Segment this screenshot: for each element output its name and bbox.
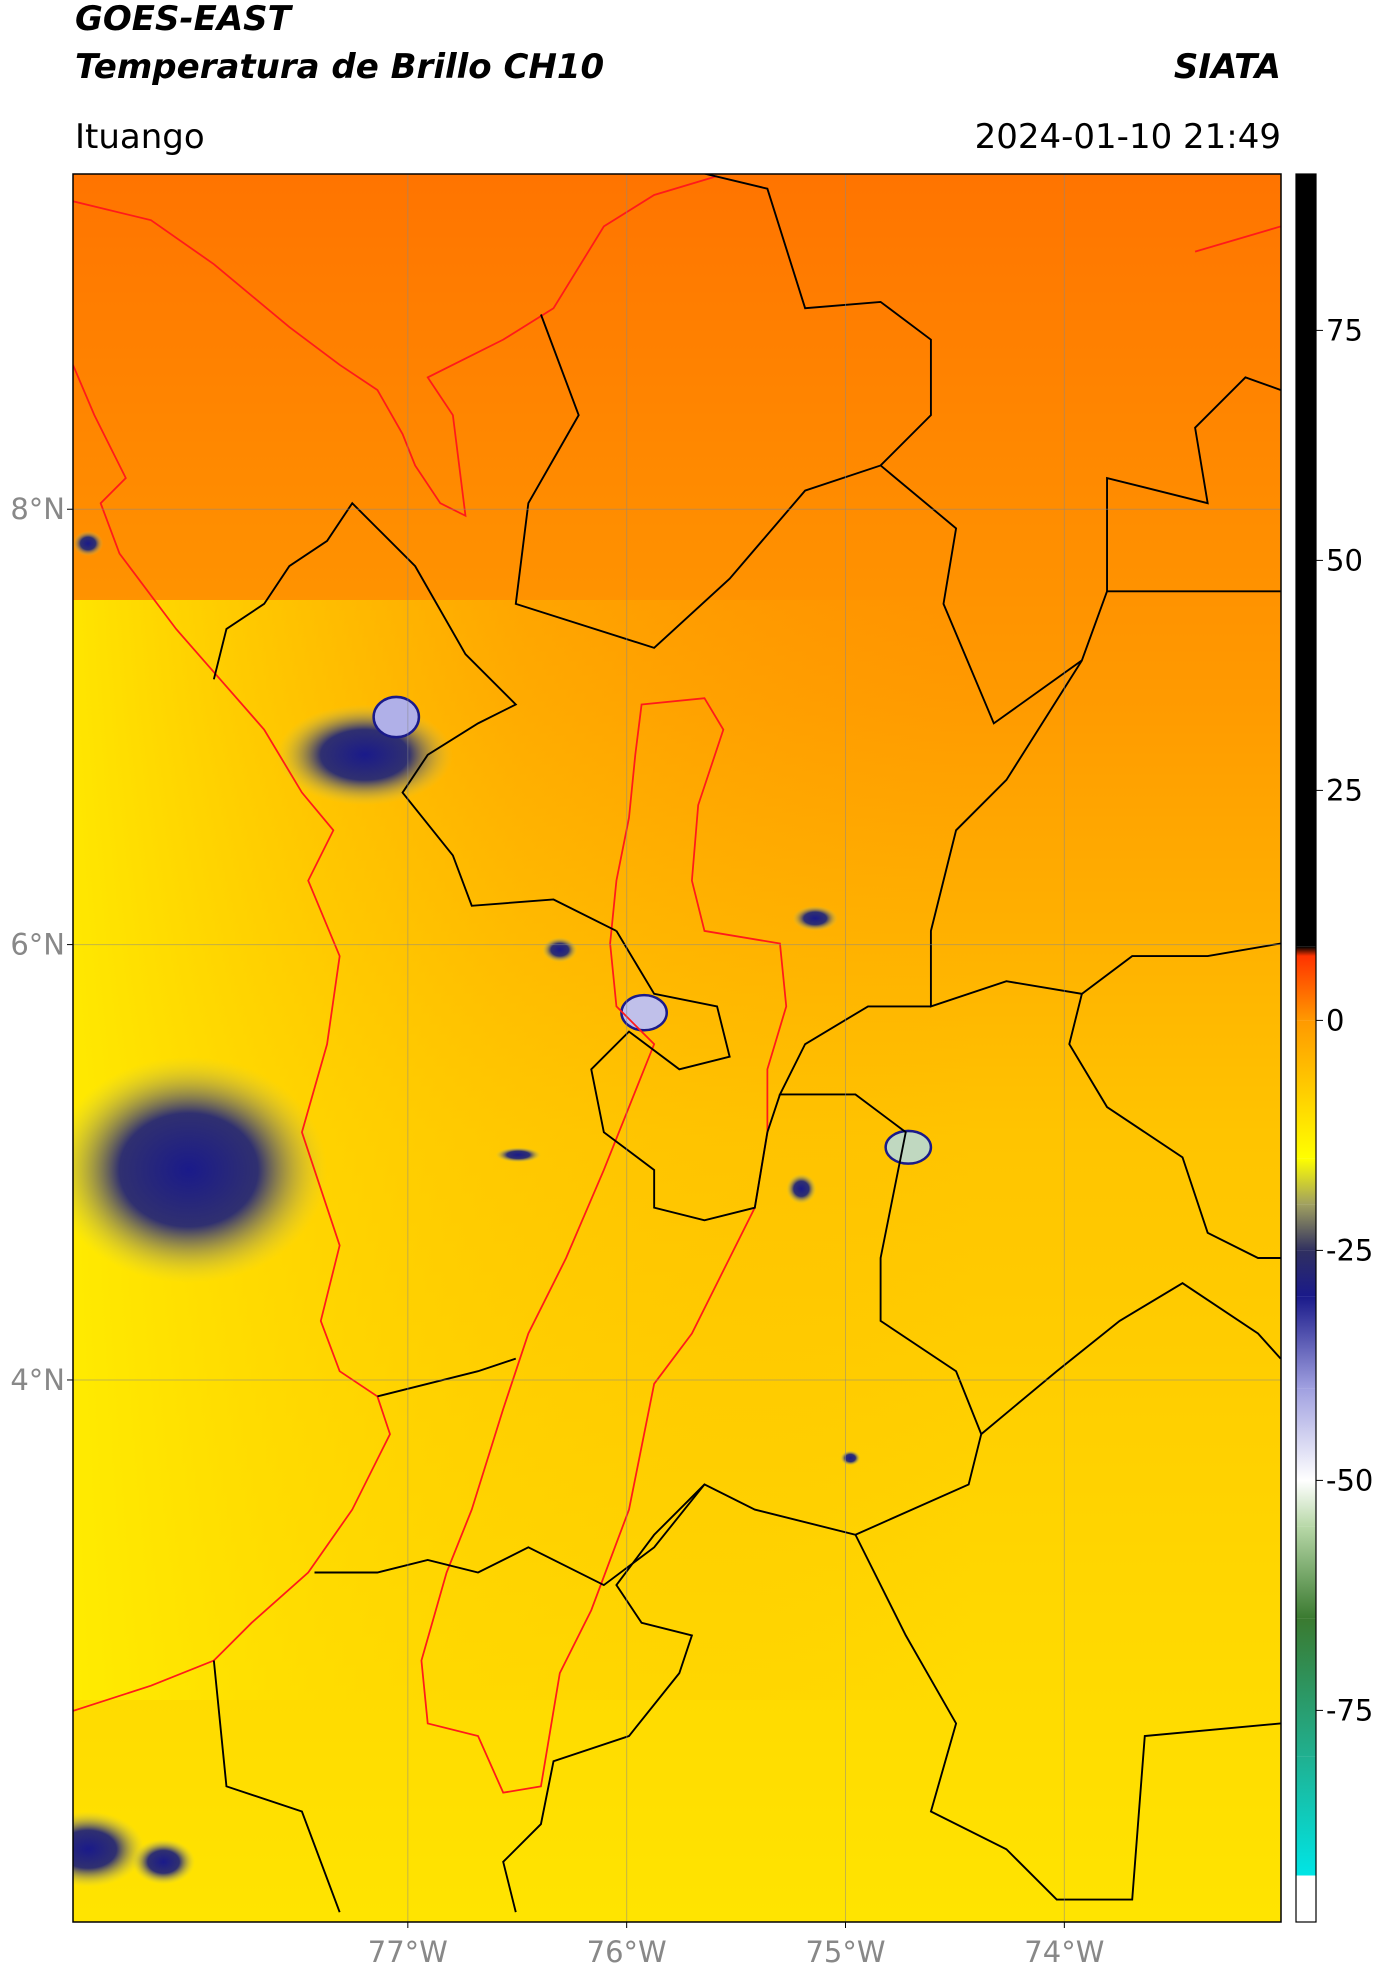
colorbar-segment	[1296, 1526, 1316, 1619]
colorbar-tick-label: -50	[1326, 1463, 1373, 1497]
map	[73, 174, 1281, 1922]
colorbar-segment	[1296, 1388, 1316, 1481]
colorbar-segment	[1296, 1876, 1316, 1922]
lon-tick-label: 77°W	[368, 1935, 448, 1969]
colorbar: 75 50 25 0 -25 -50 -75	[1296, 174, 1373, 1922]
colorbar-tick-label: -25	[1326, 1233, 1373, 1267]
colorbar-segment	[1296, 1204, 1316, 1251]
lat-tick-label: 8°N	[10, 492, 65, 526]
colorbar-frame	[1295, 173, 1317, 1923]
colorbar-segment	[1296, 1250, 1316, 1297]
location: Ituango	[75, 117, 205, 157]
datetime: 2024-01-10 21:49	[975, 117, 1281, 157]
colorbar-tick-label: 0	[1326, 1003, 1344, 1037]
colorbar-tick-label: 25	[1326, 773, 1363, 807]
colorbar-segment	[1296, 174, 1316, 947]
colorbar-segment	[1296, 1296, 1316, 1389]
lat-tick-label: 6°N	[10, 928, 65, 962]
colorbar-segment	[1296, 956, 1316, 1021]
colorbar-segment	[1296, 1618, 1316, 1757]
colorbar-segment	[1296, 1480, 1316, 1527]
lon-tick-label: 74°W	[1024, 1935, 1104, 1969]
map-frame	[72, 173, 1282, 1923]
map-features	[73, 174, 1281, 1913]
axes: 8°N 6°N 4°N 77°W 76°W 75°W 74°W	[10, 174, 1281, 1969]
colorbar-segment	[1296, 1756, 1316, 1876]
source: SIATA	[1174, 47, 1281, 87]
colorbar-segment	[1296, 1020, 1316, 1159]
colorbar-tick-label: 50	[1326, 543, 1363, 577]
colorbar-segment	[1296, 1158, 1316, 1205]
colorbar-tick-label: -75	[1326, 1693, 1373, 1727]
lon-tick-label: 75°W	[805, 1935, 885, 1969]
colorbar-tick-label: 75	[1326, 313, 1363, 347]
title: GOES-EAST	[75, 0, 294, 39]
colorbar-segment	[1296, 946, 1316, 956]
subtitle: Temperatura de Brillo CH10	[75, 47, 604, 87]
lat-tick-label: 4°N	[10, 1363, 65, 1397]
lon-tick-label: 76°W	[587, 1935, 667, 1969]
colorbar-segment	[1296, 1875, 1316, 1876]
